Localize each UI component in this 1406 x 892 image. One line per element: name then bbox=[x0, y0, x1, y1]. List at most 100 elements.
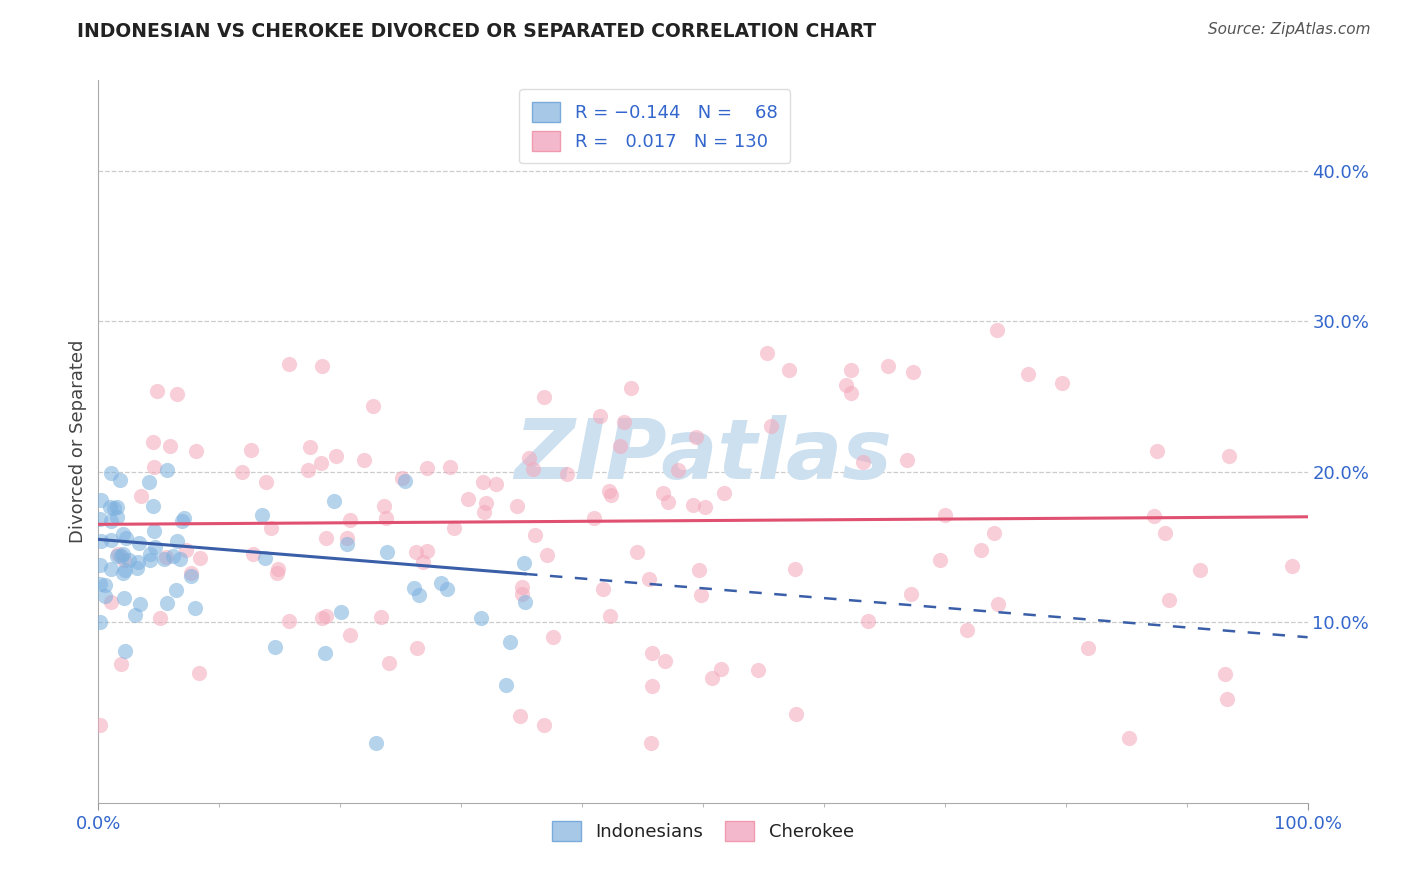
Point bbox=[626, 545, 648, 559]
Point bbox=[896, 453, 918, 467]
Point bbox=[852, 454, 875, 468]
Point bbox=[330, 605, 353, 619]
Point bbox=[1146, 443, 1168, 458]
Point bbox=[747, 663, 769, 677]
Point bbox=[695, 500, 717, 514]
Point bbox=[533, 390, 555, 404]
Point bbox=[690, 589, 713, 603]
Point bbox=[761, 419, 783, 434]
Point bbox=[89, 512, 111, 526]
Point bbox=[599, 609, 621, 624]
Point bbox=[364, 735, 387, 749]
Point bbox=[876, 359, 898, 373]
Point bbox=[541, 630, 564, 644]
Point bbox=[339, 628, 361, 642]
Point bbox=[323, 494, 346, 508]
Point bbox=[654, 654, 676, 668]
Point bbox=[105, 510, 128, 524]
Point bbox=[430, 575, 453, 590]
Point bbox=[155, 549, 177, 564]
Point bbox=[592, 582, 614, 596]
Point bbox=[533, 718, 555, 732]
Point bbox=[89, 558, 111, 573]
Point bbox=[839, 386, 862, 401]
Point bbox=[110, 657, 132, 672]
Point bbox=[1017, 367, 1039, 381]
Point bbox=[155, 463, 177, 477]
Point bbox=[841, 363, 863, 377]
Point bbox=[254, 551, 277, 566]
Point bbox=[142, 435, 165, 450]
Point bbox=[416, 543, 439, 558]
Point bbox=[266, 566, 288, 580]
Point bbox=[114, 563, 136, 577]
Point bbox=[405, 545, 427, 559]
Point bbox=[153, 552, 176, 566]
Point bbox=[987, 597, 1010, 611]
Point bbox=[613, 416, 636, 430]
Point bbox=[641, 679, 664, 693]
Point bbox=[1118, 731, 1140, 745]
Text: INDONESIAN VS CHEROKEE DIVORCED OR SEPARATED CORRELATION CHART: INDONESIAN VS CHEROKEE DIVORCED OR SEPAR… bbox=[77, 22, 876, 41]
Point bbox=[94, 578, 117, 592]
Point bbox=[589, 409, 612, 423]
Point bbox=[1153, 525, 1175, 540]
Point bbox=[638, 572, 661, 586]
Point bbox=[89, 576, 111, 591]
Point bbox=[474, 496, 496, 510]
Point bbox=[299, 440, 322, 454]
Point bbox=[700, 671, 723, 685]
Point bbox=[513, 595, 536, 609]
Point bbox=[110, 549, 132, 563]
Point bbox=[391, 471, 413, 485]
Point bbox=[495, 678, 517, 692]
Point bbox=[901, 365, 924, 379]
Point bbox=[620, 381, 643, 395]
Point bbox=[640, 735, 662, 749]
Point bbox=[394, 474, 416, 488]
Point bbox=[112, 591, 135, 606]
Point bbox=[377, 545, 399, 559]
Point bbox=[314, 646, 336, 660]
Point bbox=[170, 514, 193, 528]
Point bbox=[405, 640, 427, 655]
Point bbox=[436, 582, 458, 596]
Point bbox=[510, 586, 533, 600]
Point bbox=[485, 477, 508, 491]
Point bbox=[713, 485, 735, 500]
Point bbox=[125, 561, 148, 575]
Point bbox=[370, 610, 392, 624]
Point bbox=[311, 611, 333, 625]
Point bbox=[188, 550, 211, 565]
Point bbox=[231, 465, 253, 479]
Point bbox=[339, 513, 361, 527]
Point bbox=[143, 540, 166, 554]
Point bbox=[651, 485, 673, 500]
Point bbox=[443, 521, 465, 535]
Point bbox=[90, 492, 112, 507]
Point bbox=[112, 547, 135, 561]
Point bbox=[127, 555, 149, 569]
Point bbox=[336, 537, 359, 551]
Point bbox=[143, 524, 166, 539]
Point bbox=[166, 533, 188, 548]
Point bbox=[311, 359, 333, 374]
Point bbox=[536, 549, 558, 563]
Point bbox=[146, 384, 169, 399]
Point bbox=[100, 466, 122, 480]
Point bbox=[685, 430, 707, 444]
Point bbox=[555, 467, 578, 482]
Point bbox=[710, 662, 733, 676]
Point bbox=[240, 443, 263, 458]
Point bbox=[112, 553, 135, 567]
Point bbox=[1213, 667, 1236, 681]
Point bbox=[156, 596, 179, 610]
Point bbox=[1143, 508, 1166, 523]
Point bbox=[353, 453, 375, 467]
Point bbox=[609, 439, 631, 453]
Point bbox=[105, 500, 128, 514]
Point bbox=[986, 323, 1008, 337]
Point bbox=[184, 444, 207, 458]
Point bbox=[519, 450, 541, 465]
Point bbox=[510, 580, 533, 594]
